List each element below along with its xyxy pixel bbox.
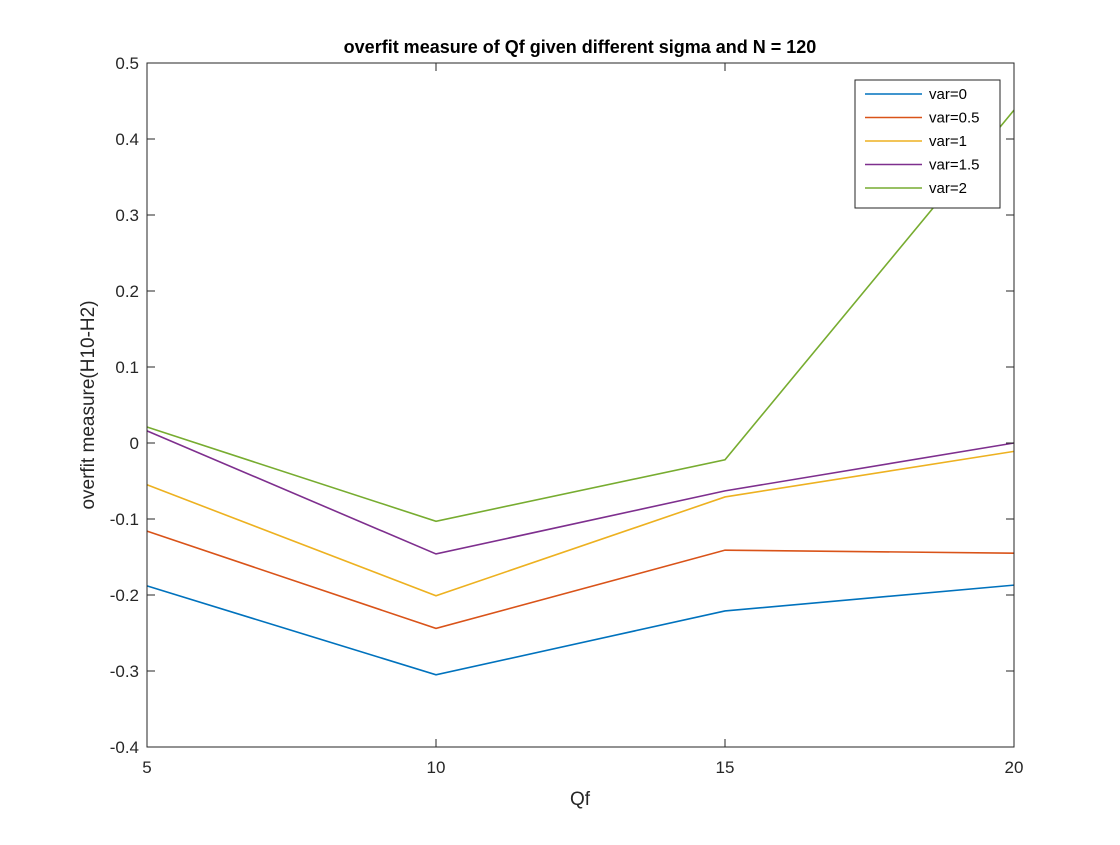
legend: var=0 var=0.5 var=1 var=1.5 var=2	[854, 79, 1001, 209]
x-tick-label: 20	[1005, 758, 1024, 777]
y-tick-label: -0.4	[110, 738, 139, 757]
x-tick-label: 5	[142, 758, 151, 777]
series-line-var-0	[146, 584, 1015, 676]
legend-entry-label: var=2	[929, 180, 967, 197]
y-tick-label: 0	[130, 434, 139, 453]
legend-entry-label: var=0.5	[929, 110, 979, 127]
y-tick-label: 0.1	[115, 358, 139, 377]
x-axis-label: Qf	[570, 789, 591, 810]
tick-layer: 5 10 15 20 -0.4 -0.3 -0.2 -0.1 0 0.1 0.2 0.3 0.4 0.5	[110, 54, 1024, 777]
axes-layer	[146, 62, 1015, 748]
legend-entry-label: var=0	[929, 86, 967, 103]
series-line-var-0-5	[146, 530, 1015, 630]
series-layer	[146, 109, 1015, 676]
legend-entry-label: var=1	[929, 133, 967, 150]
x-tick-label: 10	[427, 758, 446, 777]
y-tick-label: -0.3	[110, 662, 139, 681]
series-line-var-2	[146, 109, 1015, 523]
y-tick-label: 0.3	[115, 206, 139, 225]
y-tick-label: 0.5	[115, 54, 139, 73]
y-tick-label: 0.4	[115, 130, 139, 149]
y-tick-label: 0.2	[115, 282, 139, 301]
axes-box	[146, 62, 1015, 748]
y-tick-label: -0.1	[110, 510, 139, 529]
x-tick-label: 15	[716, 758, 735, 777]
y-axis-label: overfit measure(H10-H2)	[78, 300, 99, 509]
chart-title: overfit measure of Qf given different si…	[344, 37, 817, 57]
series-line-var-1	[146, 450, 1015, 597]
legend-box	[854, 79, 1001, 209]
series-line-var-1-5	[146, 430, 1015, 555]
y-tick-label: -0.2	[110, 586, 139, 605]
legend-entry-label: var=1.5	[929, 157, 979, 174]
